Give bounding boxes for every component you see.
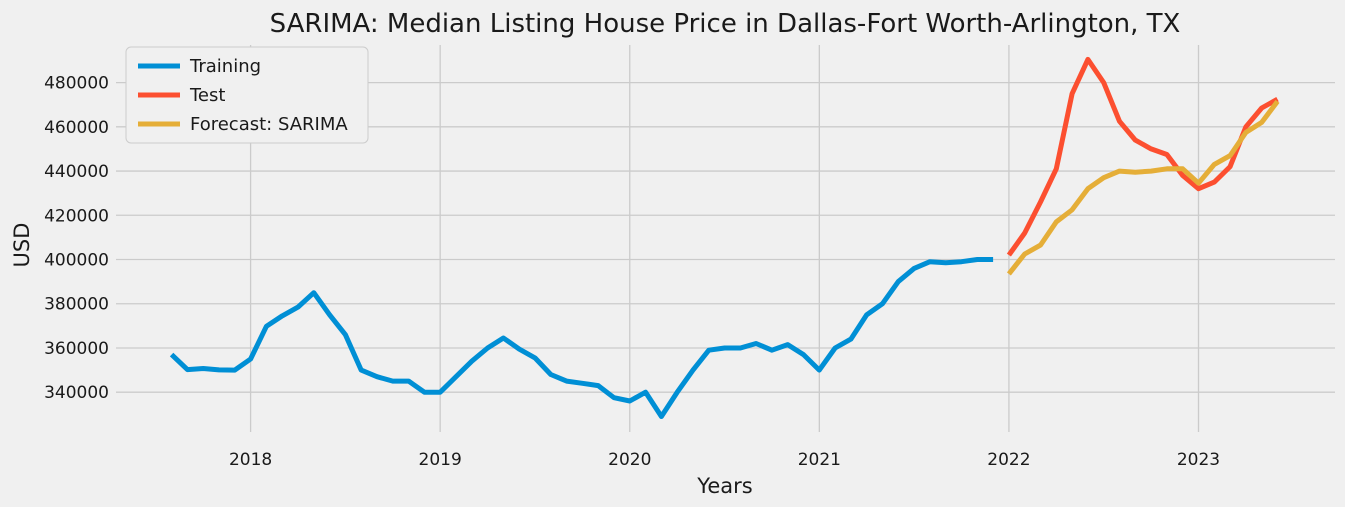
y-tick-label: 340000 [44, 383, 109, 403]
x-tick-label: 2019 [419, 450, 462, 470]
legend: Training Test Forecast: SARIMA [125, 46, 369, 144]
x-tick-label: 2023 [1177, 450, 1220, 470]
y-tick-label: 360000 [44, 339, 109, 359]
y-tick-label: 460000 [44, 118, 109, 138]
chart-title: SARIMA: Median Listing House Price in Da… [270, 9, 1181, 39]
x-tick-label: 2022 [987, 450, 1030, 470]
y-tick-label: 420000 [44, 206, 109, 226]
x-tick-label: 2020 [608, 450, 651, 470]
y-tick-label: 440000 [44, 162, 109, 182]
series-line-forecast [1006, 99, 1280, 276]
legend-label-forecast: Forecast: SARIMA [190, 114, 348, 135]
legend-frame [125, 46, 369, 144]
x-axis-ticks: 2018 2019 2020 2021 2022 2023 [229, 450, 1220, 470]
x-tick-label: 2018 [229, 450, 272, 470]
series-line-training [169, 257, 994, 419]
legend-label-training: Training [189, 56, 261, 77]
series-line-test [1006, 56, 1279, 257]
y-tick-label: 400000 [44, 251, 109, 271]
y-tick-label: 380000 [44, 295, 109, 315]
x-axis-label: Years [696, 474, 752, 498]
series-lines [169, 56, 1280, 419]
legend-label-test: Test [189, 85, 225, 106]
y-axis-label: USD [10, 223, 34, 268]
y-axis-ticks: 340000 360000 380000 400000 420000 440000 4600… [44, 74, 109, 404]
y-tick-label: 480000 [44, 74, 109, 94]
x-tick-label: 2021 [798, 450, 841, 470]
